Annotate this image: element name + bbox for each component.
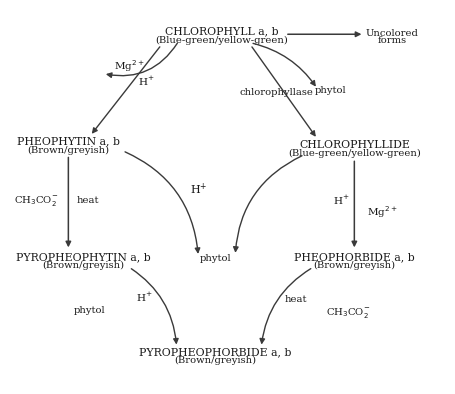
Text: Mg$^{2+}$: Mg$^{2+}$: [113, 58, 144, 74]
Text: (Brown/greyish): (Brown/greyish): [174, 356, 256, 366]
Text: H$^{+}$: H$^{+}$: [189, 182, 207, 197]
Text: heat: heat: [284, 295, 306, 304]
Text: PHEOPHYTIN a, b: PHEOPHYTIN a, b: [17, 136, 120, 146]
Text: PYROPHEOPHYTIN a, b: PYROPHEOPHYTIN a, b: [16, 252, 151, 262]
Text: H$^{+}$: H$^{+}$: [138, 75, 154, 88]
Text: H$^{+}$: H$^{+}$: [136, 291, 152, 304]
Text: (Blue-green/yellow-green): (Blue-green/yellow-green): [156, 36, 288, 45]
Text: (Brown/greyish): (Brown/greyish): [42, 261, 124, 270]
Text: Uncolored: Uncolored: [365, 29, 418, 37]
Text: CH$_3$CO$_2^{-}$: CH$_3$CO$_2^{-}$: [325, 307, 369, 320]
Text: phytol: phytol: [74, 306, 106, 315]
Text: Mg$^{2+}$: Mg$^{2+}$: [366, 204, 397, 220]
Text: forms: forms: [377, 36, 406, 45]
Text: phytol: phytol: [314, 86, 345, 95]
Text: (Blue-green/yellow-green): (Blue-green/yellow-green): [287, 149, 420, 158]
Text: chlorophyllase: chlorophyllase: [239, 88, 313, 97]
Text: PYROPHEOPHORBIDE a, b: PYROPHEOPHORBIDE a, b: [139, 347, 291, 357]
Text: CHLOROPHYLLIDE: CHLOROPHYLLIDE: [298, 140, 409, 150]
Text: phytol: phytol: [199, 254, 231, 263]
Text: heat: heat: [76, 196, 99, 205]
Text: CH$_3$CO$_2^{-}$: CH$_3$CO$_2^{-}$: [14, 194, 58, 208]
Text: H$^{+}$: H$^{+}$: [332, 194, 349, 207]
Text: CHLOROPHYLL a, b: CHLOROPHYLL a, b: [165, 26, 278, 36]
Text: (Brown/greyish): (Brown/greyish): [27, 145, 109, 154]
Text: (Brown/greyish): (Brown/greyish): [313, 261, 394, 270]
Text: PHEOPHORBIDE a, b: PHEOPHORBIDE a, b: [293, 252, 414, 262]
